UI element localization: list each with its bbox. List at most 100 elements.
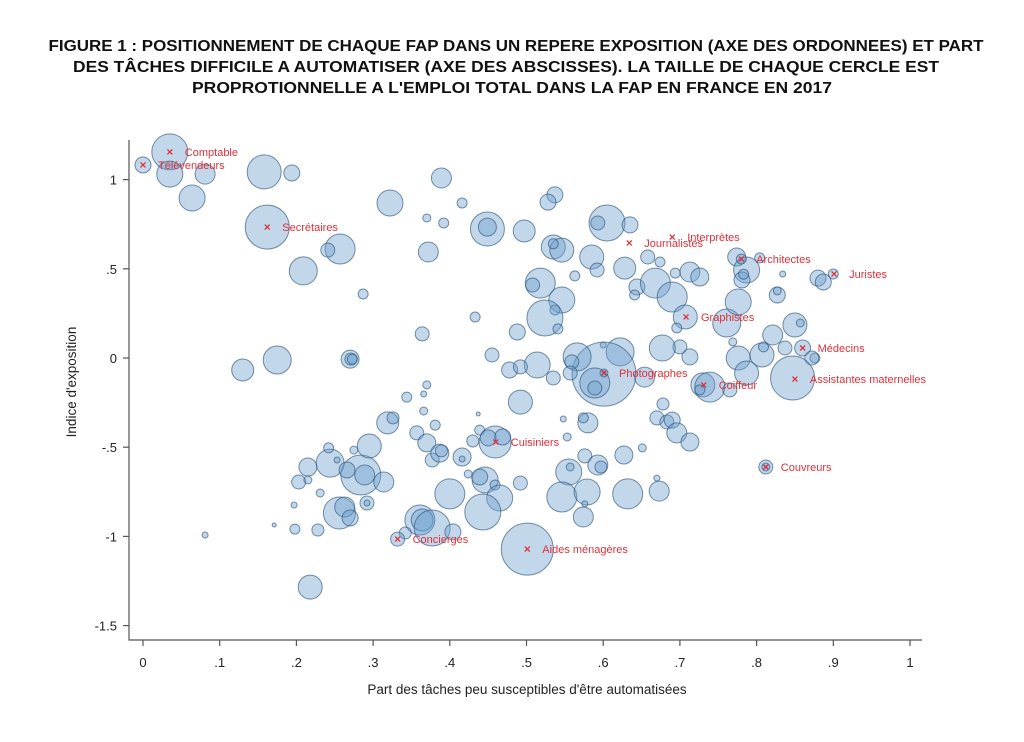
point-label: Télévendeurs — [158, 160, 225, 172]
bubble — [401, 391, 413, 403]
bubble — [422, 380, 432, 390]
bubble — [777, 340, 793, 356]
bubble — [349, 445, 359, 455]
bubble — [565, 462, 575, 472]
bubble — [809, 352, 821, 364]
bubble — [323, 442, 335, 454]
y-axis-ticks: 1 .5 0 -.5 -1 -1.5 — [95, 173, 129, 634]
bubble — [512, 475, 528, 491]
x-tick-label: .7 — [674, 655, 685, 670]
bubble — [373, 471, 395, 493]
bubble — [429, 419, 441, 431]
bubble — [772, 286, 782, 296]
bubble — [410, 508, 434, 532]
x-tick-label: 0 — [139, 655, 146, 670]
x-tick-label: .3 — [368, 655, 379, 670]
bubble — [471, 468, 489, 486]
title-line-2: DES TÂCHES DIFFICILE A AUTOMATISER (AXE … — [73, 58, 940, 76]
bubble — [694, 384, 706, 396]
x-tick-label: 1 — [906, 655, 913, 670]
bubble — [637, 443, 647, 453]
y-tick-label: 1 — [110, 173, 117, 188]
labeled-point: Secrétaires — [264, 222, 338, 234]
point-marker-icon — [700, 381, 707, 388]
point-marker-icon — [831, 271, 838, 277]
bubble — [654, 256, 666, 268]
x-tick-label: .1 — [214, 655, 225, 670]
bubble — [648, 334, 676, 362]
point-marker-icon — [601, 370, 607, 376]
bubble — [414, 326, 430, 342]
point-label: Aides ménagères — [542, 544, 628, 556]
bubble — [681, 348, 699, 366]
labeled-point: Photographes — [601, 368, 688, 380]
point-label: Secrétaires — [282, 222, 338, 234]
bubble — [587, 454, 609, 476]
labeled-point: Coiffeur — [700, 380, 757, 392]
bubble — [512, 359, 528, 375]
point-marker-icon — [799, 345, 806, 351]
labeled-point: Journalistes — [626, 238, 703, 250]
bubble — [722, 382, 738, 398]
bubble — [422, 213, 432, 223]
bubble — [289, 523, 301, 535]
point-label: Comptable — [185, 147, 238, 159]
bubble — [417, 241, 439, 263]
y-tick-label: 0 — [110, 351, 117, 366]
bubble — [621, 216, 639, 234]
bubble — [484, 347, 500, 363]
bubble — [738, 268, 750, 280]
bubble — [555, 458, 583, 486]
labeled-point: Architectes — [738, 254, 811, 266]
bubble — [298, 457, 318, 477]
bubble — [679, 261, 701, 283]
bubble — [398, 526, 412, 540]
bubble — [283, 164, 301, 182]
bubble — [469, 311, 481, 323]
bubble — [363, 499, 371, 507]
point-label: Couvreurs — [781, 462, 832, 474]
y-tick-label: -1 — [105, 529, 117, 544]
bubble — [587, 380, 603, 396]
point-marker-icon — [738, 256, 745, 262]
bubble — [246, 154, 282, 190]
bubble — [464, 493, 502, 531]
bubble — [754, 252, 766, 264]
point-marker-icon — [762, 464, 769, 470]
bubble — [552, 323, 564, 335]
y-tick-label: -.5 — [102, 440, 117, 455]
point-marker-icon — [140, 162, 146, 168]
bubble — [458, 455, 466, 463]
bubble — [562, 432, 572, 442]
bubble — [290, 501, 298, 509]
title-line-3: PROPROTIONNELLE A L'EMPLOI TOTAL DANS LA… — [192, 80, 832, 97]
bubble — [573, 478, 601, 506]
bubble — [725, 345, 751, 371]
labeled-point: Interprètes — [669, 232, 740, 244]
point-label: Médecins — [818, 343, 866, 355]
bubble — [762, 324, 784, 346]
point-label: Photographes — [619, 368, 688, 380]
bubble — [494, 428, 512, 446]
bubble — [594, 460, 608, 474]
bubble — [564, 354, 580, 370]
bubble — [640, 249, 656, 265]
bubble — [671, 322, 683, 334]
bubble — [690, 267, 710, 287]
bubble — [434, 444, 448, 458]
bubble — [634, 366, 656, 388]
bubble — [779, 270, 787, 278]
bubble — [311, 523, 325, 537]
bubble — [572, 506, 594, 528]
bubble — [475, 411, 481, 417]
bubble — [320, 242, 336, 258]
point-marker-icon — [791, 376, 798, 383]
bubble — [523, 351, 551, 379]
point-marker-icon — [166, 148, 173, 155]
bubble — [546, 481, 578, 513]
bubble — [680, 432, 700, 452]
bubble — [469, 211, 505, 247]
bubble — [512, 219, 536, 243]
